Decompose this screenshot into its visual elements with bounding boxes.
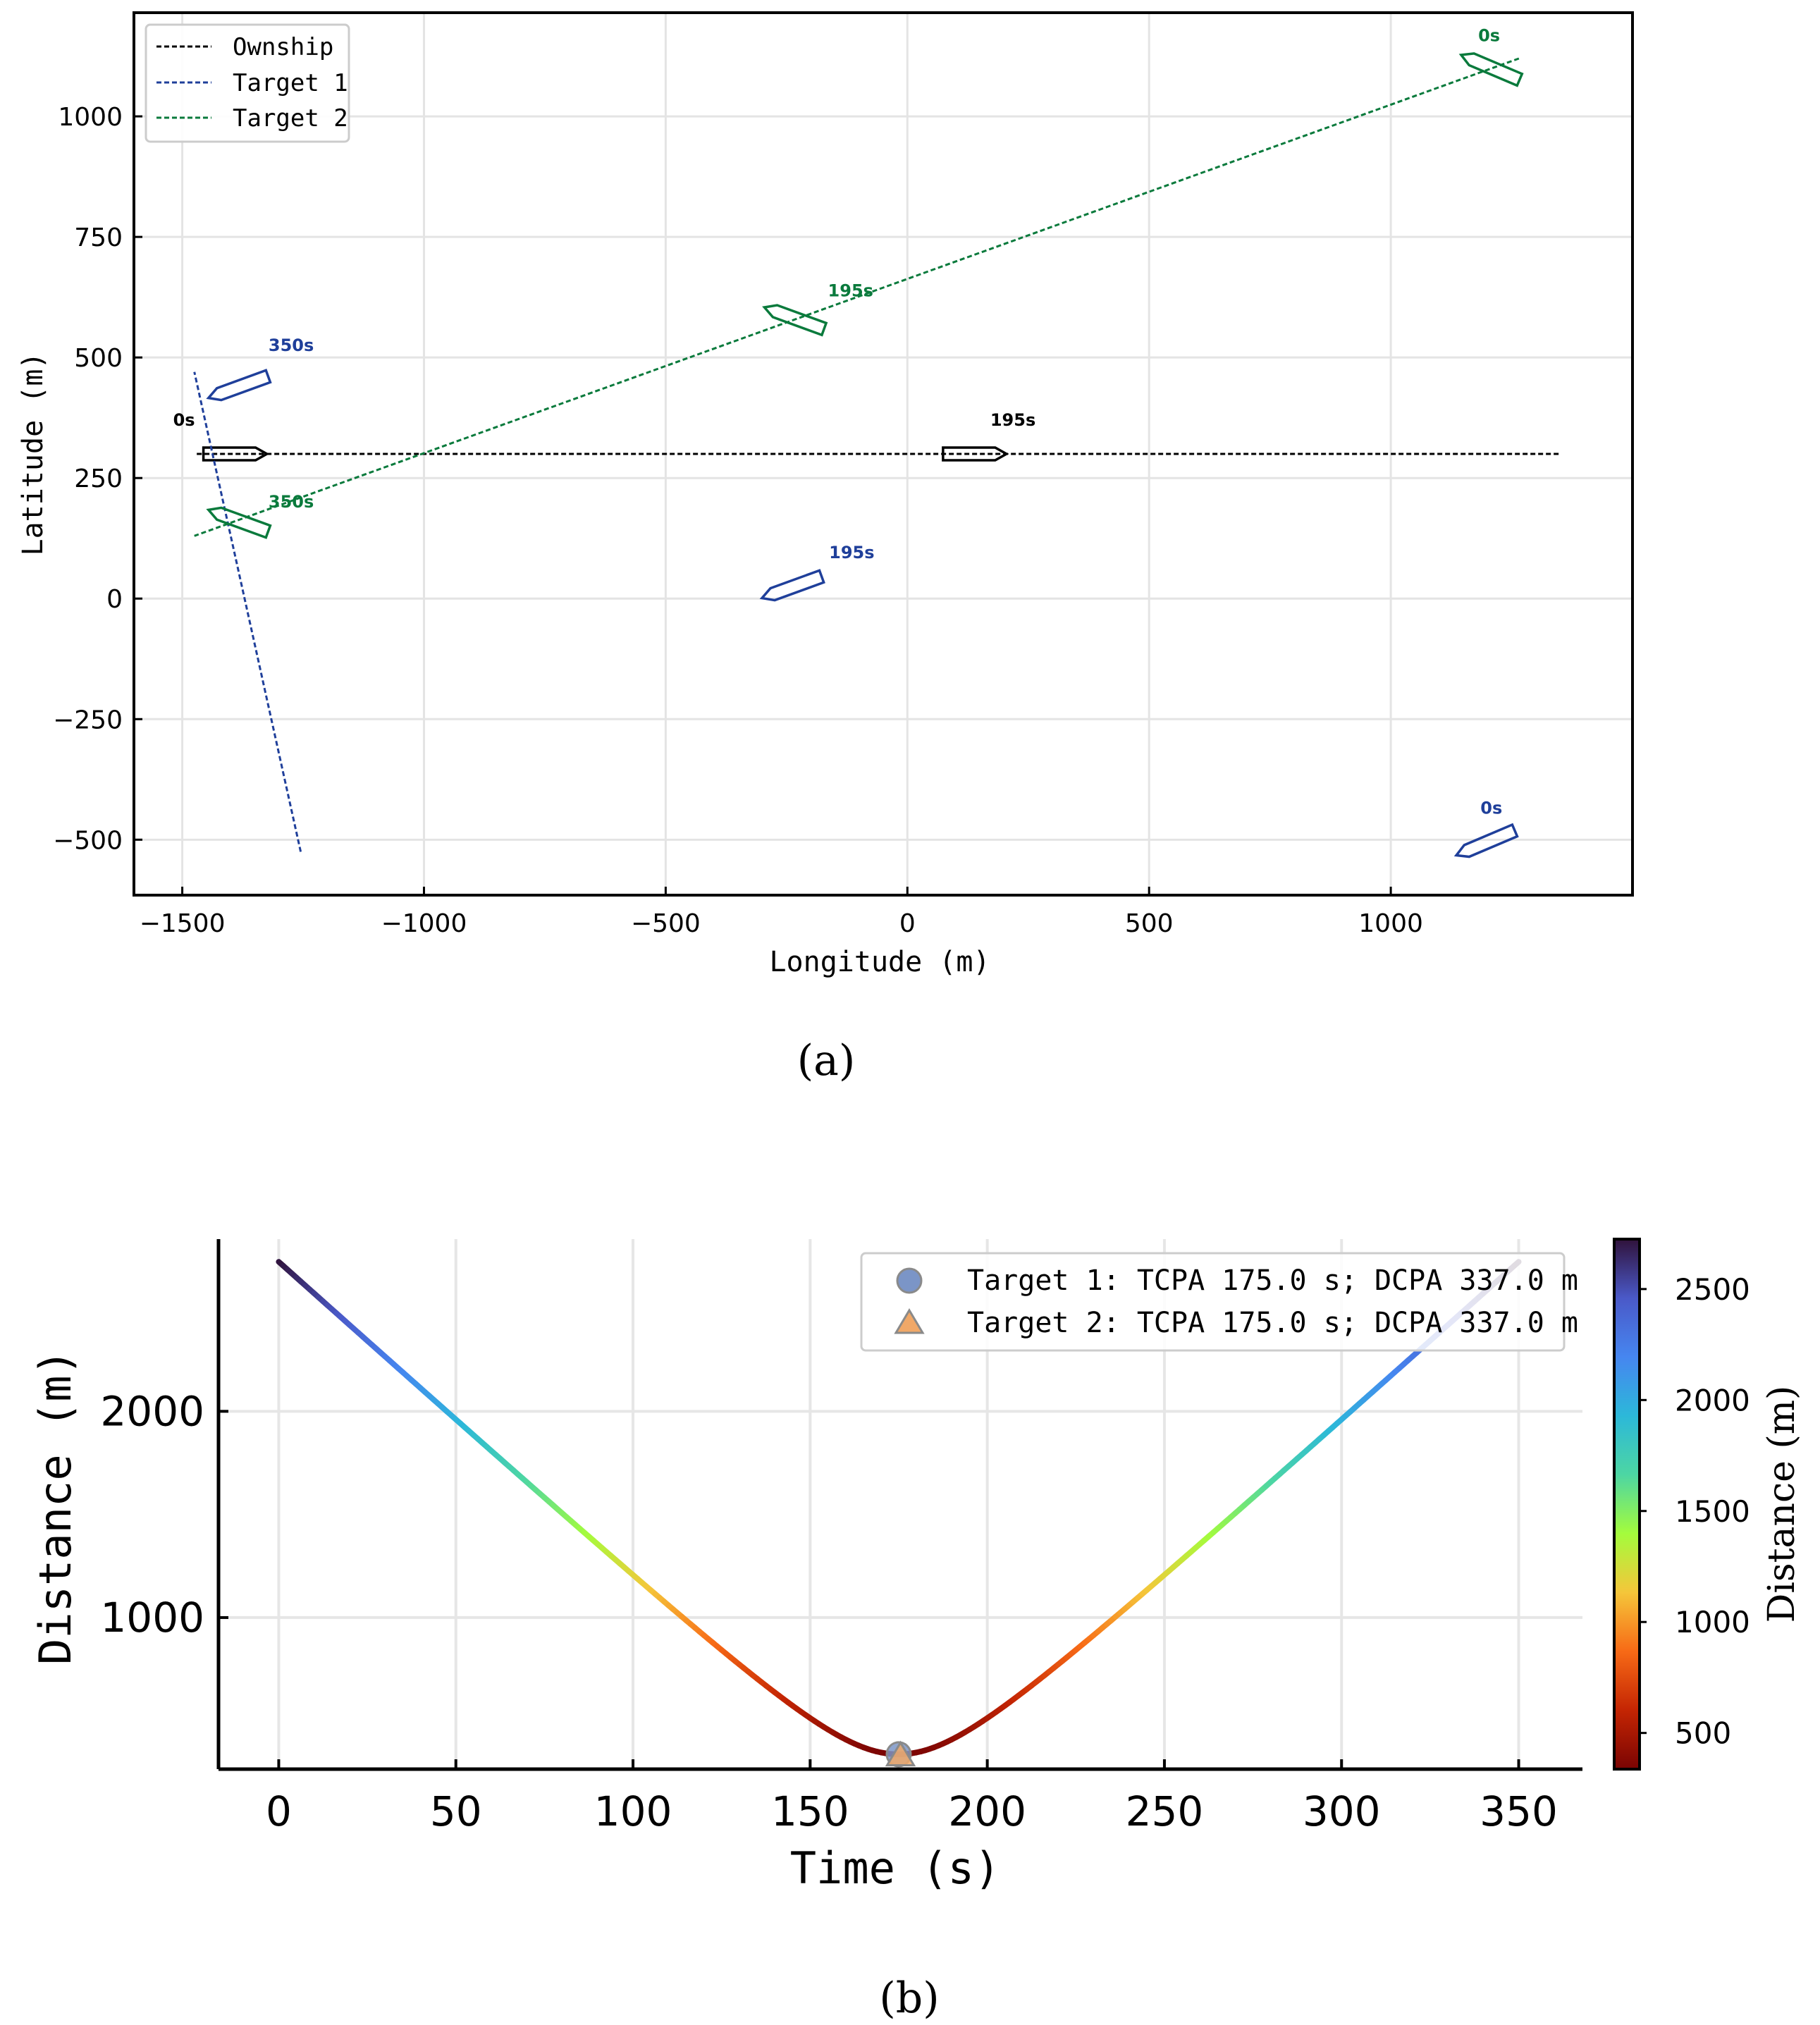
chart-b-x-tick-label: 0 xyxy=(266,1787,292,1835)
trajectory-target-2 xyxy=(194,57,1520,537)
legend-marker-target-1 xyxy=(896,1267,923,1294)
chart-a-y-tick-label: −500 xyxy=(53,826,123,855)
colorbar-tick-label: 1500 xyxy=(1675,1494,1750,1529)
chart-a-legend: Ownship Target 1 Target 2 xyxy=(145,23,350,143)
chart-a-x-ticks: −1500 −1000 −500 0 500 1000 xyxy=(140,887,1423,938)
chart-b-series xyxy=(276,1259,1522,1757)
chart-b-legend-box xyxy=(860,1252,1566,1352)
colorbar: 500 1000 1500 2000 2500 Distance (m) xyxy=(1613,1238,1803,1771)
ship-time-label-ownship: 0s xyxy=(173,410,195,430)
ship-time-label-target-1: 195s xyxy=(829,543,874,562)
colorbar-tick-label: 2500 xyxy=(1675,1272,1750,1307)
ship-hull-target-1 xyxy=(1453,823,1519,858)
chart-a-x-tick-label: 500 xyxy=(1125,909,1174,938)
ship-icon-target-1 xyxy=(206,369,272,402)
legend-label-target-1-tcpa: Target 1: TCPA 175.0 s; DCPA 337.0 m xyxy=(967,1264,1578,1297)
chart-b-x-tick-label: 50 xyxy=(430,1787,482,1835)
chart-b-x-tick-label: 100 xyxy=(594,1787,672,1835)
trajectory-target-1 xyxy=(193,371,302,852)
chart-a-y-tick-label: 750 xyxy=(74,223,123,252)
colorbar-label: Distance (m) xyxy=(1761,1386,1803,1623)
chart-a-frame xyxy=(133,11,1634,897)
chart-a-x-tick-label: −1500 xyxy=(140,909,226,938)
chart-b-y-ticks: 1000 2000 xyxy=(100,1387,228,1642)
colorbar-tick-label: 1000 xyxy=(1675,1605,1750,1639)
ship-icon-target-1 xyxy=(1453,823,1519,858)
ship-hull-ownship xyxy=(942,446,1009,462)
ship-time-label-ownship: 195s xyxy=(990,410,1035,430)
panel-label-b: (b) xyxy=(879,1974,939,2023)
colorbar-tick-label: 2000 xyxy=(1675,1383,1750,1417)
ship-icon-target-2 xyxy=(762,304,828,337)
chart-a-x-tick-label: 0 xyxy=(899,909,916,938)
colorbar-tick-label: 500 xyxy=(1675,1716,1731,1751)
chart-a-y-tick-label: 500 xyxy=(74,344,123,373)
chart-b-y-tick-label: 1000 xyxy=(100,1594,204,1642)
ship-time-label-target-2: 0s xyxy=(1478,26,1500,46)
ship-hull-target-1 xyxy=(759,569,825,602)
chart-b-x-tick-label: 250 xyxy=(1126,1787,1204,1835)
legend-label-target-2-tcpa: Target 2: TCPA 175.0 s; DCPA 337.0 m xyxy=(967,1307,1578,1339)
ship-time-label-target-1: 0s xyxy=(1480,799,1502,818)
chart-a-series xyxy=(193,52,1561,858)
chart-b-x-label: Time (s) xyxy=(790,1842,1001,1894)
chart-a-y-label: Latitude (m) xyxy=(17,352,49,556)
chart-a-y-tick-label: 1000 xyxy=(58,103,123,132)
chart-b-y-label: Distance (m) xyxy=(30,1349,81,1665)
legend-label-target-2: Target 2 xyxy=(233,104,348,133)
colorbar-bar xyxy=(1613,1238,1641,1771)
ship-time-label-target-2: 350s xyxy=(269,492,314,512)
chart-a: −1500 −1000 −500 0 500 1000 −500 −250 0 250 500 75… xyxy=(17,11,1634,1085)
ship-icon-ownship xyxy=(202,446,270,462)
chart-b-y-tick-label: 2000 xyxy=(100,1387,204,1435)
ship-time-label-target-1: 350s xyxy=(269,336,314,355)
chart-a-y-tick-label: 0 xyxy=(106,585,123,614)
ship-hull-ownship xyxy=(202,446,270,462)
chart-b-legend: Target 1: TCPA 175.0 s; DCPA 337.0 m Tar… xyxy=(860,1252,1578,1352)
ship-icon-ownship xyxy=(942,446,1009,462)
ship-hull-target-2 xyxy=(206,506,272,539)
chart-a-y-ticks: −500 −250 0 250 500 750 1000 xyxy=(53,103,142,855)
chart-a-x-label: Longitude (m) xyxy=(769,946,990,978)
ship-hull-target-1 xyxy=(206,369,272,402)
chart-a-legend-box xyxy=(145,23,350,143)
ship-time-label-target-2: 195s xyxy=(828,281,873,300)
chart-b-x-tick-label: 300 xyxy=(1303,1787,1381,1835)
panel-label-a: (a) xyxy=(797,1036,856,1085)
chart-b-markers xyxy=(885,1740,916,1768)
ship-icon-target-2 xyxy=(206,506,272,539)
chart-b-x-tick-label: 200 xyxy=(948,1787,1026,1835)
chart-b-x-tick-label: 150 xyxy=(771,1787,849,1835)
chart-b-x-tick-label: 350 xyxy=(1480,1787,1558,1835)
ship-hull-target-2 xyxy=(762,304,828,337)
chart-a-y-tick-label: 250 xyxy=(74,464,123,493)
chart-a-grid xyxy=(134,13,1633,895)
ship-icon-target-1 xyxy=(759,569,825,602)
ship-hull-target-2 xyxy=(1458,52,1524,87)
chart-a-x-tick-label: −500 xyxy=(631,909,701,938)
cpa-marker-target-2 xyxy=(885,1740,916,1766)
legend-label-ownship: Ownship xyxy=(233,33,333,61)
legend-marker-target-2 xyxy=(894,1308,925,1334)
ship-icon-target-2 xyxy=(1458,52,1524,87)
chart-b-x-ticks: 0 50 100 150 200 250 300 350 xyxy=(266,1759,1558,1835)
chart-a-x-tick-label: −1000 xyxy=(381,909,467,938)
colorbar-ticks: 500 1000 1500 2000 2500 xyxy=(1640,1272,1750,1751)
legend-label-target-1: Target 1 xyxy=(233,69,348,97)
chart-a-x-tick-label: 1000 xyxy=(1358,909,1423,938)
chart-a-y-tick-label: −250 xyxy=(53,706,123,734)
